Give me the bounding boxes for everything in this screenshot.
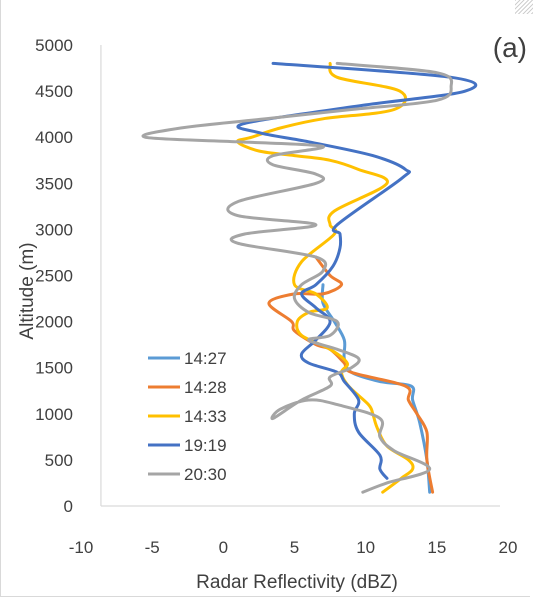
y-tick-label: 3500 [35, 174, 73, 193]
y-axis-label: Altitude (m) [17, 242, 38, 339]
panel-label: (a) [493, 32, 527, 63]
y-tick-label: 0 [64, 497, 73, 516]
y-tick-label: 1500 [35, 359, 73, 378]
y-tick-label: 500 [45, 451, 73, 470]
y-tick-label: 4000 [35, 128, 73, 147]
x-axis-label: Radar Reflectivity (dBZ) [196, 572, 398, 593]
x-tick-label: 20 [499, 538, 518, 557]
y-tick-label: 2000 [35, 313, 73, 332]
y-tick-label: 5000 [35, 36, 73, 55]
axes: 0 500 1000 1500 2000 2500 3000 3500 4000 4500 5000… [35, 36, 517, 557]
legend-label: 20:30 [184, 465, 227, 484]
series-line-1427 [320, 283, 432, 494]
legend-label: 14:28 [184, 378, 227, 397]
x-tick-label: 5 [290, 538, 299, 557]
x-tick-label: -10 [69, 538, 94, 557]
y-tick-label: 1000 [35, 405, 73, 424]
legend-label: 19:19 [184, 436, 227, 455]
y-tick-label: 4500 [35, 82, 73, 101]
series-line-2030 [141, 61, 454, 494]
y-tick-label: 3000 [35, 220, 73, 239]
legend: 14:27 14:28 14:33 19:19 20:30 [148, 349, 227, 484]
corner-resize-grip [515, 0, 533, 14]
series-group [141, 61, 478, 494]
x-tick-label: 0 [219, 538, 228, 557]
x-tick-label: 15 [427, 538, 446, 557]
legend-label: 14:33 [184, 407, 227, 426]
legend-label: 14:27 [184, 349, 227, 368]
y-tick-label: 2500 [35, 267, 73, 286]
x-tick-label: -5 [145, 538, 160, 557]
x-tick-label: 10 [356, 538, 375, 557]
